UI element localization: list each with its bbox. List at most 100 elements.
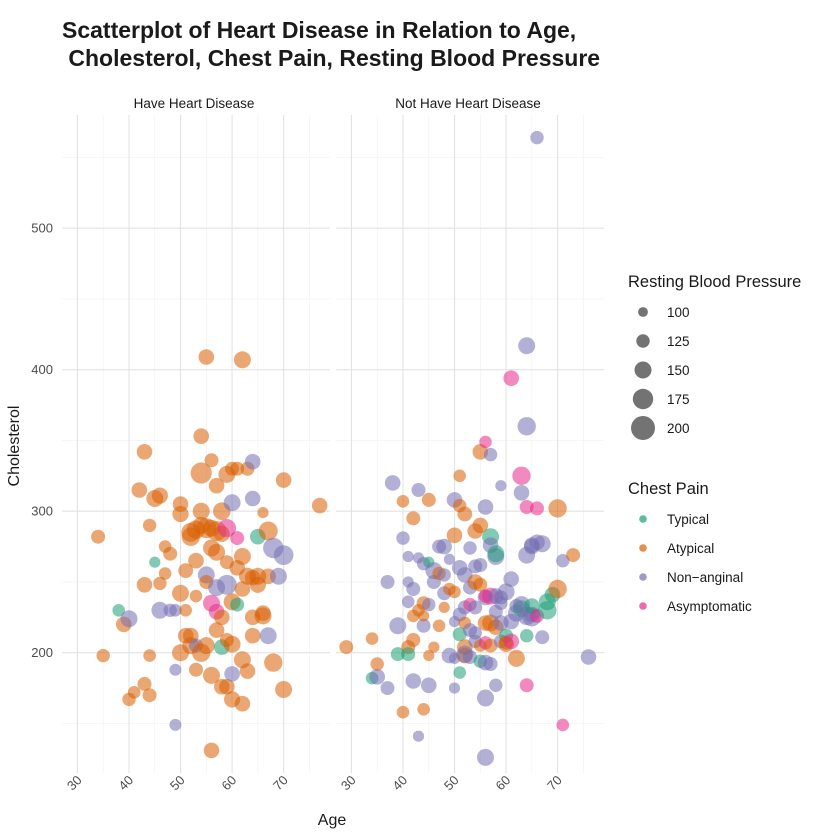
data-point	[411, 483, 426, 497]
size-legend-label: 150	[667, 363, 690, 378]
color-legend-label: Non−anginal	[667, 570, 743, 585]
data-point	[370, 657, 384, 671]
size-legend-key	[631, 416, 655, 440]
data-point	[230, 531, 245, 546]
data-point	[163, 546, 178, 561]
data-point	[234, 695, 251, 712]
data-point	[406, 511, 421, 526]
data-point	[244, 490, 261, 507]
data-point	[214, 609, 230, 626]
data-point	[131, 482, 148, 498]
data-point	[230, 597, 245, 612]
color-legend-key	[639, 573, 647, 581]
data-point	[270, 567, 287, 585]
data-point	[311, 497, 328, 514]
data-point	[179, 604, 192, 617]
data-point	[192, 502, 210, 520]
data-point	[208, 622, 225, 638]
data-point	[448, 682, 461, 694]
data-point	[548, 579, 567, 599]
data-point	[517, 417, 536, 436]
x-axis-ticks: 30 40 50 60 70 30 40 50 60 70	[64, 772, 565, 793]
data-point	[244, 453, 261, 470]
size-legend-title: Resting Blood Pressure	[628, 273, 801, 291]
color-legend-label: Atypical	[667, 541, 714, 556]
data-point	[520, 629, 534, 643]
data-point	[401, 647, 416, 662]
data-point	[548, 499, 567, 518]
data-point	[580, 649, 597, 665]
data-point	[137, 676, 152, 691]
data-point	[401, 595, 415, 609]
data-point	[190, 462, 212, 484]
data-point	[264, 653, 283, 672]
color-legend-key	[639, 515, 647, 523]
data-point	[396, 705, 410, 719]
data-point	[497, 583, 515, 601]
data-point	[158, 567, 172, 580]
data-point	[217, 519, 237, 538]
data-point	[503, 370, 519, 387]
y-tick-label: 300	[31, 504, 53, 519]
data-point	[219, 678, 235, 695]
data-point	[255, 605, 271, 621]
data-point	[142, 518, 157, 533]
data-point	[198, 349, 215, 365]
data-point	[389, 617, 407, 635]
data-point	[369, 669, 386, 685]
color-legend-key	[639, 544, 647, 552]
data-point	[396, 495, 410, 508]
data-point	[91, 529, 106, 544]
data-point	[223, 494, 241, 512]
data-point	[208, 477, 225, 494]
y-tick-label: 500	[31, 221, 53, 236]
size-legend-key	[636, 334, 650, 348]
data-point	[239, 663, 256, 679]
data-point	[556, 718, 570, 732]
data-point	[380, 681, 395, 696]
data-point	[473, 577, 488, 592]
x-tick-label: 70	[270, 772, 291, 793]
data-point	[203, 742, 220, 759]
x-tick-label: 50	[167, 772, 188, 793]
data-point	[172, 505, 189, 523]
data-point	[193, 428, 209, 445]
data-point	[530, 501, 544, 516]
data-point	[535, 630, 550, 645]
size-legend-label: 200	[667, 421, 690, 436]
data-point	[477, 689, 494, 707]
data-point	[188, 552, 204, 569]
size-legend-key	[638, 307, 648, 317]
data-point	[453, 469, 467, 483]
y-tick-label: 200	[31, 645, 53, 660]
facet-label-have: Have Heart Disease	[134, 96, 255, 111]
data-point	[495, 480, 507, 492]
data-point	[380, 575, 395, 589]
data-point	[513, 485, 530, 501]
data-point	[127, 686, 141, 699]
data-point	[384, 475, 401, 491]
data-point	[530, 130, 544, 145]
data-point	[203, 666, 220, 684]
data-point	[421, 677, 437, 694]
data-point	[519, 678, 534, 693]
color-legend: Chest Pain Typical Atypical Non−anginal Asy…	[628, 480, 752, 614]
size-legend: Resting Blood Pressure 100 125 150 175 200	[628, 273, 801, 440]
color-legend-key	[639, 602, 647, 610]
data-point	[169, 604, 182, 617]
data-point	[217, 574, 237, 595]
data-point	[566, 548, 581, 563]
data-point	[533, 535, 551, 553]
data-point	[172, 584, 189, 602]
data-point	[223, 635, 241, 653]
data-point	[432, 619, 446, 633]
data-point	[443, 553, 455, 565]
data-point	[143, 649, 156, 662]
x-tick-label: 40	[115, 772, 136, 793]
data-point	[463, 541, 477, 555]
data-point	[519, 500, 534, 514]
data-point	[233, 351, 251, 369]
data-point	[468, 600, 483, 615]
data-point	[390, 647, 405, 662]
data-point	[258, 521, 278, 541]
